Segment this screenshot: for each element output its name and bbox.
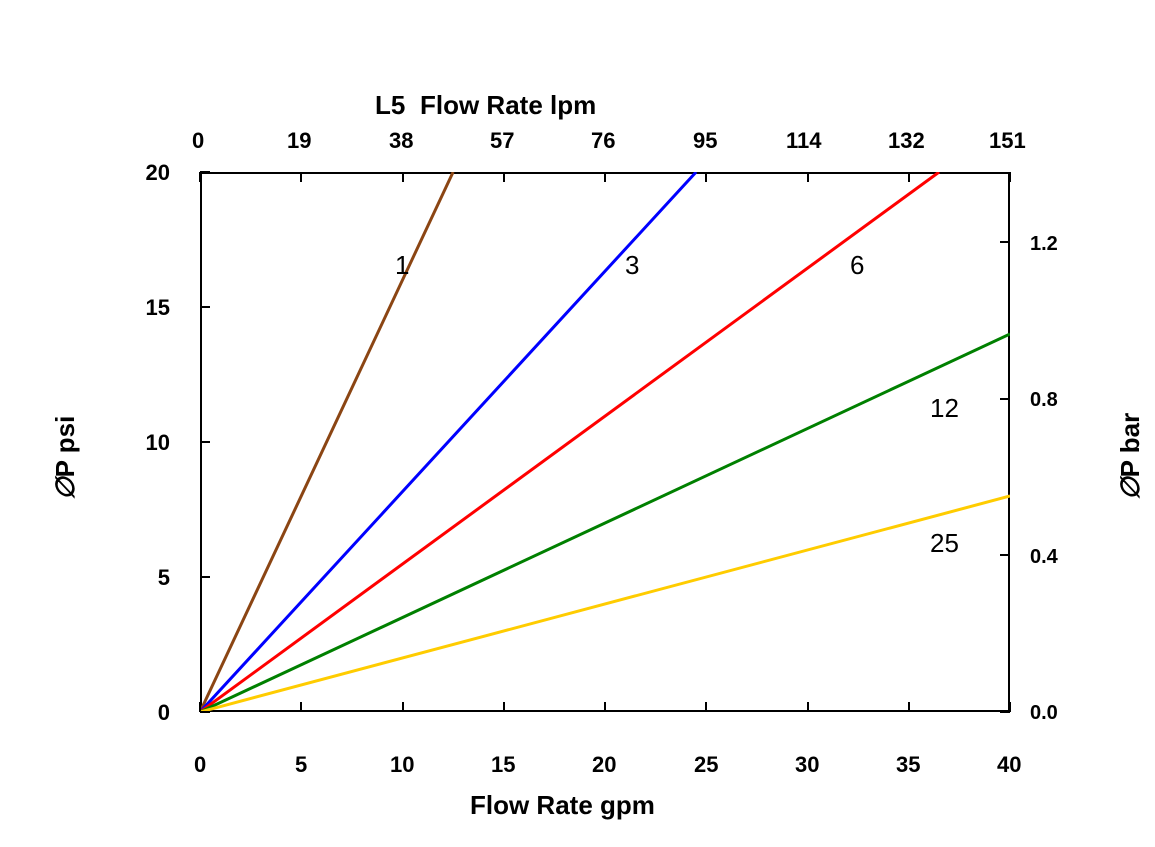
xtick-top: 0 [192,128,204,154]
tick-mark [402,172,404,182]
chart-container: L5 Flow Rate lpm Flow Rate gpm ∅P psi ∅P… [0,0,1155,847]
series-line-6 [200,172,939,712]
y-right-text: P bar [1115,413,1145,478]
series-line-3 [200,172,696,712]
tick-mark [705,172,707,182]
tick-mark [300,172,302,182]
y-left-label: ∅P psi [50,416,81,500]
phi-icon: ∅ [50,477,80,500]
series-label-1: 1 [395,250,409,281]
tick-mark [908,702,910,712]
tick-mark [503,172,505,182]
series-line-25 [200,496,1010,712]
ytick-left: 10 [130,430,170,456]
tick-mark [200,711,210,713]
xtick-bottom: 0 [194,752,206,778]
tick-mark [604,172,606,182]
xtick-bottom: 30 [795,752,819,778]
tick-mark [300,702,302,712]
xtick-bottom: 25 [694,752,718,778]
xtick-top: 19 [287,128,311,154]
tick-mark [705,702,707,712]
ytick-left: 15 [130,295,170,321]
phi-icon: ∅ [1115,477,1145,500]
series-lines [0,0,1155,847]
ytick-right: 0.8 [1030,389,1058,412]
ytick-left: 20 [130,160,170,186]
xtick-top: 132 [888,128,925,154]
x-bottom-label: Flow Rate gpm [470,790,655,821]
series-label-6: 6 [850,250,864,281]
xtick-bottom: 20 [592,752,616,778]
ytick-right: 0.4 [1030,546,1058,569]
xtick-bottom: 5 [295,752,307,778]
y-left-text: P psi [50,416,80,478]
tick-mark [402,702,404,712]
xtick-bottom: 35 [896,752,920,778]
tick-mark [503,702,505,712]
tick-mark [1000,711,1010,713]
tick-mark [1000,554,1010,556]
x-top-label: Flow Rate lpm [420,90,596,121]
chart-title-l5: L5 [375,90,405,121]
tick-mark [1000,398,1010,400]
series-label-25: 25 [930,528,959,559]
tick-mark [1000,241,1010,243]
ytick-left: 0 [130,700,170,726]
xtick-top: 76 [591,128,615,154]
tick-mark [807,702,809,712]
xtick-top: 57 [490,128,514,154]
series-label-12: 12 [930,393,959,424]
tick-mark [200,306,210,308]
xtick-top: 95 [693,128,717,154]
tick-mark [1009,172,1011,182]
tick-mark [200,171,210,173]
series-line-1 [200,172,453,712]
xtick-top: 114 [786,128,822,154]
ytick-left: 5 [130,565,170,591]
series-line-12 [200,334,1010,712]
tick-mark [807,172,809,182]
series-label-3: 3 [625,250,639,281]
ytick-right: 1.2 [1030,233,1058,256]
tick-mark [604,702,606,712]
xtick-top: 151 [989,128,1026,154]
tick-mark [200,576,210,578]
xtick-bottom: 10 [390,752,414,778]
xtick-bottom: 40 [997,752,1021,778]
tick-mark [908,172,910,182]
y-right-label: ∅P bar [1115,413,1146,500]
ytick-right: 0.0 [1030,702,1058,725]
tick-mark [199,172,201,182]
tick-mark [200,441,210,443]
xtick-bottom: 15 [491,752,515,778]
xtick-top: 38 [389,128,413,154]
